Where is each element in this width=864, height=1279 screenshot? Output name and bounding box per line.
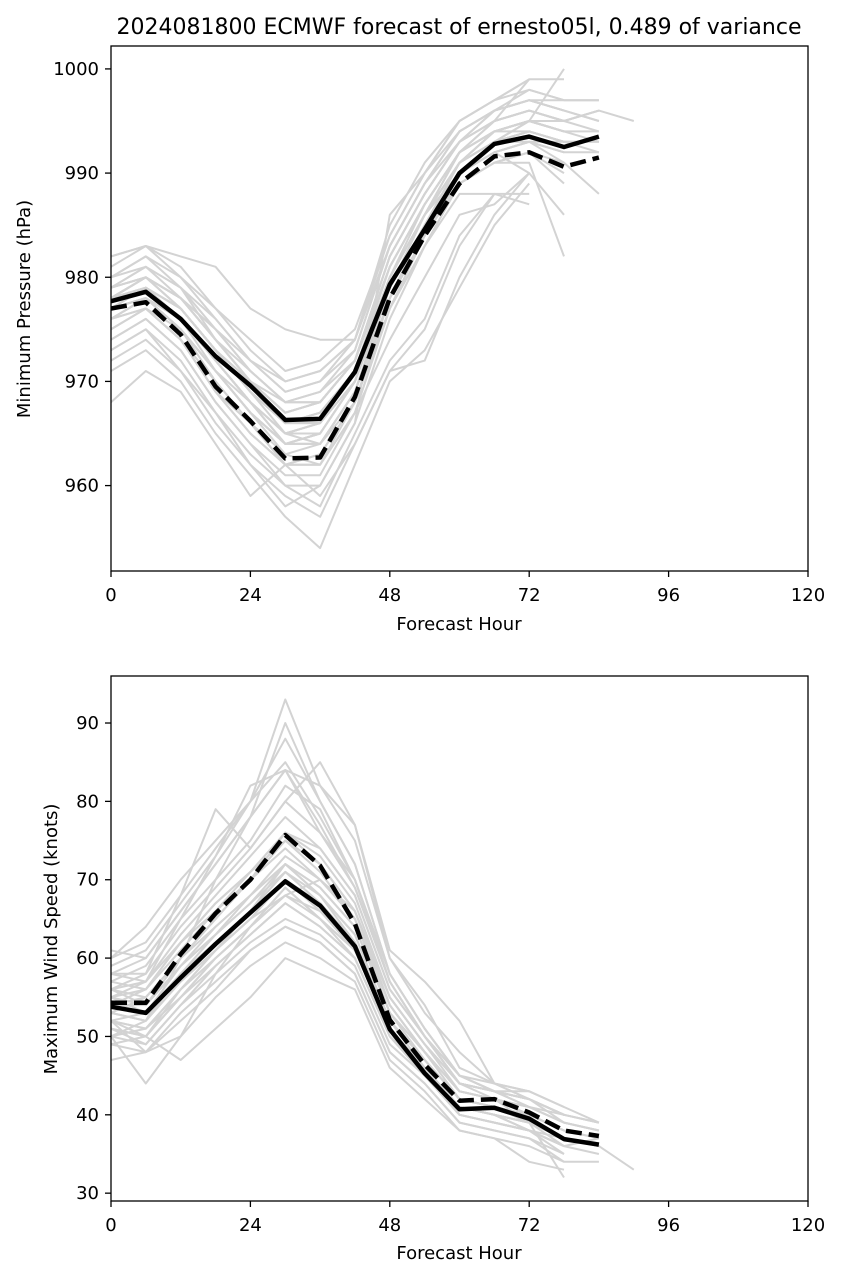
ensemble-member-line — [111, 192, 530, 508]
ensemble-member-line — [111, 769, 565, 1116]
solid-series-line — [111, 879, 600, 1147]
x-tick-label: 24 — [239, 1215, 262, 1236]
x-tick-label: 96 — [657, 585, 680, 606]
y-tick-label: 990 — [65, 163, 99, 184]
y-tick-label: 40 — [76, 1105, 99, 1126]
ensemble-member-line — [111, 78, 564, 414]
x-tick-label: 0 — [105, 1215, 116, 1236]
ensemble-member-line — [111, 99, 565, 393]
y-axis-label: Maximum Wind Speed (knots) — [41, 804, 62, 1075]
x-tick-label: 120 — [791, 1215, 825, 1236]
plot-area — [111, 68, 635, 550]
x-tick-label: 24 — [239, 585, 262, 606]
dashed-series-line — [111, 832, 600, 1139]
ensemble-member-line — [111, 886, 565, 1148]
y-tick-label: 980 — [65, 267, 99, 288]
x-tick-label: 48 — [378, 585, 401, 606]
y-tick-label: 50 — [76, 1026, 99, 1047]
y-tick-label: 80 — [76, 791, 99, 812]
x-tick-label: 120 — [791, 585, 825, 606]
y-tick-label: 970 — [65, 371, 99, 392]
ensemble-member-line — [111, 769, 600, 1132]
axes-frame — [110, 675, 809, 1202]
ensemble-member-line — [111, 172, 530, 466]
ensemble-member-line — [111, 925, 599, 1163]
plot-area — [111, 698, 635, 1179]
ensemble-member-line — [111, 192, 530, 445]
x-axis-label: Forecast Hour — [396, 614, 522, 635]
solid-series-line — [111, 134, 600, 423]
wind-panel: Forecast Hour Maximum Wind Speed (knots)… — [41, 675, 825, 1264]
x-tick-label: 0 — [105, 585, 116, 606]
ensemble-member-line — [111, 941, 565, 1163]
ensemble-member-line — [111, 831, 600, 1124]
chart-title: 2024081800 ECMWF forecast of ernesto05l,… — [117, 15, 802, 40]
ensemble-member-line — [111, 78, 530, 341]
axes-frame — [110, 45, 809, 572]
x-axis-label: Forecast Hour — [396, 1243, 522, 1264]
y-tick-label: 30 — [76, 1183, 99, 1204]
x-tick-label: 96 — [657, 1215, 680, 1236]
y-tick-label: 60 — [76, 948, 99, 969]
x-tick-label: 72 — [518, 1215, 541, 1236]
x-tick-label: 48 — [378, 1215, 401, 1236]
y-tick-label: 1000 — [53, 59, 99, 80]
x-tick-label: 72 — [518, 585, 541, 606]
pressure-panel: Forecast Hour Minimum Pressure (hPa) 0 24… — [14, 45, 825, 635]
y-tick-label: 90 — [76, 713, 99, 734]
ensemble-member-line — [111, 182, 530, 550]
y-tick-label: 70 — [76, 870, 99, 891]
y-axis-label: Minimum Pressure (hPa) — [14, 200, 35, 418]
dashed-series-line — [111, 150, 600, 461]
ensemble-member-line — [111, 193, 496, 497]
y-tick-label: 960 — [65, 476, 99, 497]
